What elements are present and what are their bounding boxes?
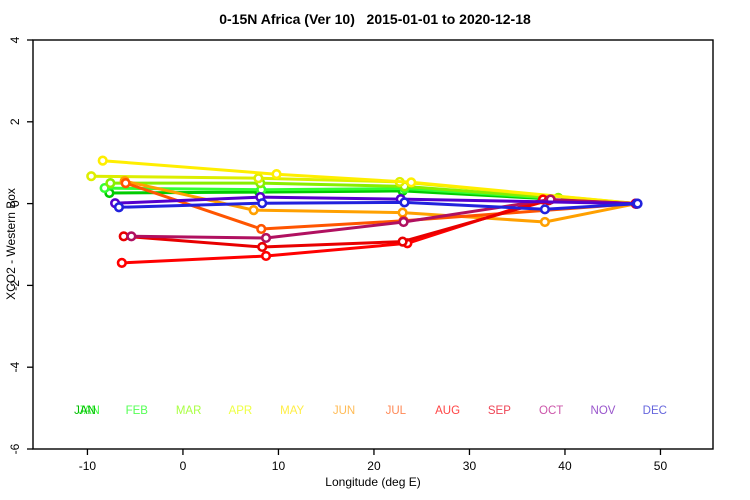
- legend-month-nov: NOV: [591, 405, 616, 417]
- legend-month-aug: AUG: [435, 405, 460, 417]
- x-axis-title: Longitude (deg E): [325, 475, 421, 489]
- data-point-marker-jun: [397, 207, 408, 218]
- legend-month-oct: OCT: [539, 405, 563, 417]
- y-tick-label: 2: [8, 118, 22, 125]
- x-tick-label: 0: [180, 459, 187, 473]
- data-point-marker-aug: [260, 250, 272, 262]
- data-point-marker-oct: [260, 232, 272, 244]
- x-tick-label: 50: [654, 459, 668, 473]
- data-point-marker-may: [271, 169, 282, 180]
- data-point-marker-jun: [248, 205, 259, 216]
- x-tick-label: 20: [367, 459, 381, 473]
- data-point-marker-dec: [113, 202, 125, 213]
- legend-month-jul: JUL: [386, 405, 407, 417]
- data-point-marker-dec: [257, 198, 268, 209]
- data-point-marker-dec: [539, 204, 551, 215]
- y-tick-label: -6: [8, 443, 22, 454]
- legend-month-jan-shadow: JAN: [78, 405, 100, 417]
- data-point-marker-may: [406, 177, 417, 188]
- legend-month-jun: JUN: [333, 405, 355, 417]
- y-tick-label: 0: [8, 200, 22, 207]
- x-tick-label: -10: [79, 459, 97, 473]
- data-point-marker-oct: [126, 231, 137, 242]
- legend-month-mar: MAR: [176, 405, 202, 417]
- series-line-may: [101, 159, 639, 206]
- chart-title: 0-15N Africa (Ver 10) 2015-01-01 to 2020…: [219, 11, 531, 27]
- data-point-marker-jul: [256, 223, 267, 235]
- data-point-marker-oct: [398, 216, 409, 228]
- x-tick-label: 10: [272, 459, 286, 473]
- legend-month-sep: SEP: [488, 405, 511, 417]
- y-tick-label: -4: [8, 362, 22, 373]
- data-point-marker-jun: [539, 216, 551, 228]
- plot-box: [32, 39, 714, 450]
- data-point-marker-aug: [116, 257, 127, 269]
- data-point-marker-jul: [120, 178, 131, 189]
- x-tick-label: 30: [463, 459, 477, 473]
- series-line-nov: [113, 195, 639, 206]
- legend-month-feb: FEB: [126, 405, 149, 417]
- legend-month-apr: APR: [229, 405, 253, 417]
- data-point-marker-dec: [632, 198, 643, 209]
- legend-month-dec: DEC: [643, 405, 667, 417]
- data-point-marker-mar: [105, 178, 116, 189]
- x-tick-label: 40: [558, 459, 572, 473]
- y-tick-label: 4: [8, 36, 22, 43]
- data-point-marker-sep: [257, 241, 268, 253]
- y-tick-label: -2: [8, 280, 22, 291]
- data-point-marker-apr: [253, 173, 264, 184]
- data-point-marker-apr: [86, 171, 97, 182]
- data-point-marker-dec: [399, 197, 410, 208]
- legend-month-may: MAY: [280, 405, 304, 417]
- data-point-marker-may: [97, 155, 108, 166]
- data-point-marker-sep: [397, 236, 408, 247]
- legend-month-jan: JAN: [74, 405, 96, 417]
